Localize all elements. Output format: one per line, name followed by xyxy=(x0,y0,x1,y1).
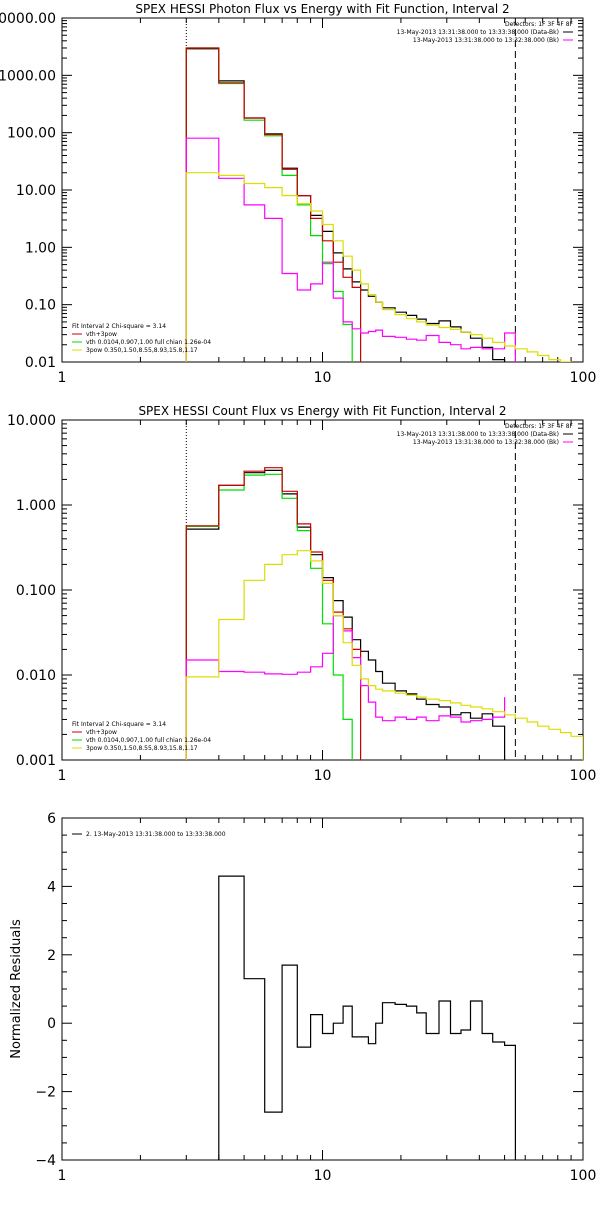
legend-bottom-text: Fit Interval 2 Chi-square = 3.14 xyxy=(72,323,166,330)
y-tick-label: 0 xyxy=(47,1016,56,1032)
legend-top-text: Detectors: 1F 3F 4F 8F xyxy=(505,423,574,430)
y-tick-label: 0.010 xyxy=(16,668,56,684)
series-line-1 xyxy=(185,469,506,760)
legend-bottom-text: vth 0.0104,0.907,1.00 full chian 1.26e-0… xyxy=(86,737,211,744)
y-tick-label: 4 xyxy=(47,879,56,895)
x-tick-label: 100 xyxy=(570,370,597,386)
series-line-3 xyxy=(185,47,362,362)
series-line-2 xyxy=(185,47,353,362)
legend-bottom-text: vth+3pow xyxy=(86,331,117,338)
y-tick-label: 10.00 xyxy=(16,183,56,199)
y-tick-label: 0.01 xyxy=(25,355,56,371)
legend-top-left-text: 2. 13-May-2013 13:31:38.000 to 13:33:38.… xyxy=(86,831,226,838)
series-group xyxy=(185,47,572,362)
x-tick-label: 1 xyxy=(58,370,67,386)
series-line-4 xyxy=(185,615,506,760)
y-tick-label: 1.00 xyxy=(25,240,56,256)
y-tick-label: 6 xyxy=(47,811,56,827)
y-tick-label: 0.001 xyxy=(16,753,56,769)
legend-bottom-text: 3pow 0.350,1.50,8.55,8.93,15.8,1.17 xyxy=(86,347,198,354)
x-tick-label: 10 xyxy=(314,768,332,784)
legend-top-text: Detectors: 1F 3F 4F 8F xyxy=(505,21,574,28)
chart-title: SPEX HESSI Count Flux vs Energy with Fit… xyxy=(138,404,506,418)
x-tick-label: 10 xyxy=(314,370,332,386)
legend-top-text: 13-May-2013 13:31:38.000 to 13:32:38.000… xyxy=(413,439,559,446)
y-tick-label: 1000.00 xyxy=(0,68,56,84)
series-group xyxy=(185,467,583,760)
x-tick-label: 10 xyxy=(314,1168,332,1184)
y-tick-label: 100.00 xyxy=(7,126,56,142)
chart-panel-1: SPEX HESSI Photon Flux vs Energy with Fi… xyxy=(0,2,596,386)
y-tick-label: 2 xyxy=(47,948,56,964)
series-line-2 xyxy=(185,473,353,760)
legend-bottom-text: vth 0.0104,0.907,1.00 full chian 1.26e-0… xyxy=(86,339,211,346)
plot-frame xyxy=(61,17,584,363)
x-tick-label: 1 xyxy=(58,1168,67,1184)
series-line-5 xyxy=(185,550,583,760)
y-axis-label: Normalized Residuals xyxy=(9,919,24,1059)
x-tick-label: 1 xyxy=(58,768,67,784)
legend-bottom-text: vth+3pow xyxy=(86,729,117,736)
series-group xyxy=(218,875,516,1160)
chart-panel-2: SPEX HESSI Count Flux vs Energy with Fit… xyxy=(7,404,596,784)
series-line-1 xyxy=(218,875,516,1160)
series-line-5 xyxy=(185,172,572,362)
series-line-3 xyxy=(185,467,362,760)
legend-bottom-text: 3pow 0.350,1.50,8.55,8.93,15.8,1.17 xyxy=(86,745,198,752)
legend-top-text: 13-May-2013 13:31:38.000 to 13:32:38.000… xyxy=(413,37,559,44)
y-tick-label: 10000.00 xyxy=(0,11,56,27)
y-tick-label: 0.10 xyxy=(25,298,56,314)
legend-top-text: 13-May-2013 13:31:38.000 to 13:33:38.000… xyxy=(397,29,559,36)
y-tick-label: −2 xyxy=(35,1085,56,1101)
plot-frame xyxy=(61,817,584,1161)
y-tick-label: 10.000 xyxy=(7,413,56,429)
y-tick-label: 1.000 xyxy=(16,498,56,514)
y-tick-label: 0.100 xyxy=(16,583,56,599)
chart-title: SPEX HESSI Photon Flux vs Energy with Fi… xyxy=(135,2,509,16)
legend-top-text: 13-May-2013 13:31:38.000 to 13:33:38.000… xyxy=(397,431,559,438)
series-line-1 xyxy=(185,48,506,362)
x-tick-label: 100 xyxy=(570,1168,597,1184)
x-tick-label: 100 xyxy=(570,768,597,784)
legend-bottom-text: Fit Interval 2 Chi-square = 3.14 xyxy=(72,721,166,728)
chart-panel-3: 1 10 100 −4 −2 0 2 4 6 Normalized Residuals 2. 13-… xyxy=(9,811,596,1184)
y-tick-label: −4 xyxy=(35,1153,56,1169)
series-line-4 xyxy=(185,137,516,362)
